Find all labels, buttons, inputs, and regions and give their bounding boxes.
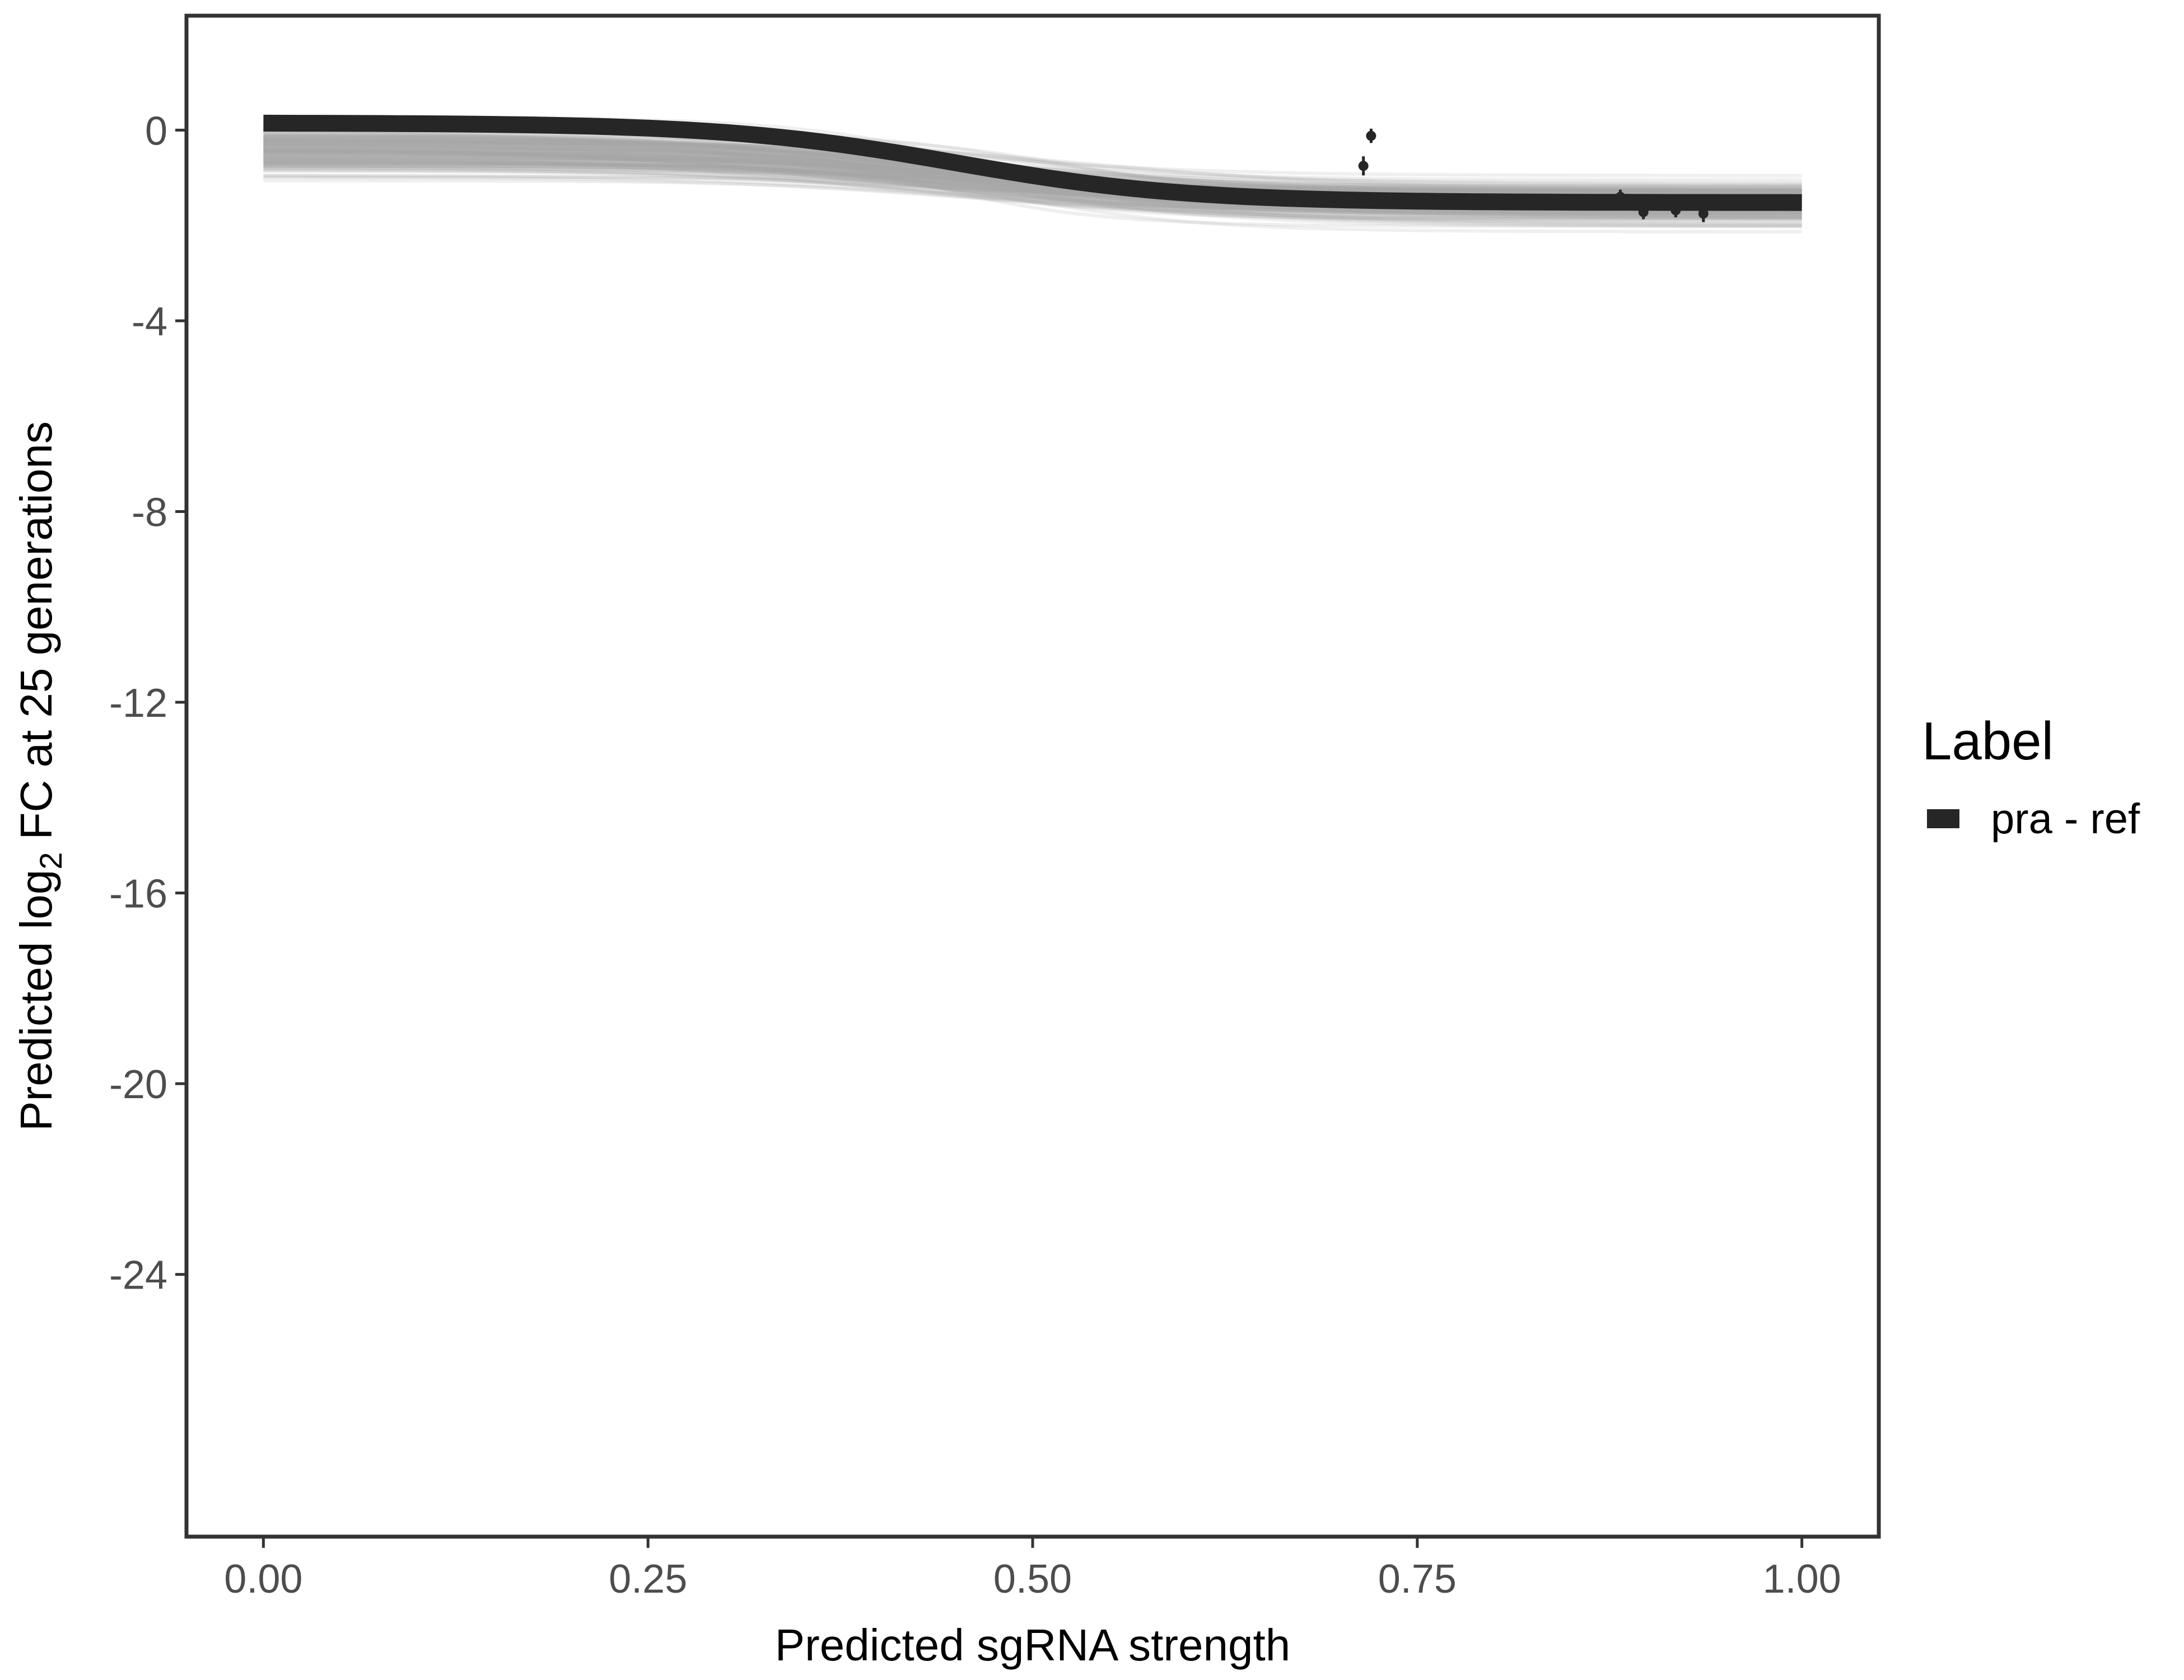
legend-title: Label <box>1922 711 2054 771</box>
posterior-draw-line <box>263 150 1802 219</box>
series-layer <box>263 114 1802 211</box>
data-point <box>1615 189 1626 204</box>
posterior-draw-line <box>263 169 1802 227</box>
x-tick-label: 0.00 <box>224 1557 302 1602</box>
posterior-draw-line <box>263 139 1802 184</box>
y-axis-title-subscript: 2 <box>33 852 68 870</box>
plot-border <box>184 13 1881 1539</box>
data-point <box>1638 205 1649 220</box>
posterior-draw-line <box>263 160 1802 216</box>
series-line-pra---ref <box>263 114 1802 211</box>
posterior-draw-line <box>263 158 1802 193</box>
posterior-draw-line <box>263 161 1802 221</box>
y-tick-label: -8 <box>132 490 167 535</box>
posterior-draw-line <box>263 161 1802 234</box>
posterior-draw-line <box>263 160 1802 216</box>
posterior-draw-line <box>263 160 1802 228</box>
posterior-draw-line <box>263 175 1802 219</box>
legend-key <box>1927 809 1959 828</box>
y-tick-label: -12 <box>109 681 167 726</box>
posterior-draw-line <box>263 160 1802 217</box>
posterior-draw-line <box>263 148 1802 218</box>
posterior-draw-line <box>263 143 1802 218</box>
posterior-draw-line <box>263 164 1802 213</box>
posterior-draw-line <box>263 153 1802 214</box>
data-point <box>1366 128 1376 143</box>
point-marker <box>1638 207 1649 217</box>
legend-label: pra - ref <box>1991 795 2140 843</box>
y-axis-title: Predicted log2 FC at 25 generations <box>11 421 68 1131</box>
point-marker <box>1366 130 1376 141</box>
posterior-draw-line <box>263 157 1802 222</box>
point-marker <box>1615 192 1626 202</box>
x-axis: 0.00 0.25 0.50 0.75 1.00 <box>224 1538 1841 1602</box>
plot-background <box>186 16 1879 1537</box>
posterior-draw-line <box>263 165 1802 215</box>
posterior-draw-line <box>263 157 1802 220</box>
posterior-draw-line <box>263 173 1802 217</box>
y-tick-label: 0 <box>145 109 167 153</box>
points-layer <box>1358 128 1709 222</box>
posterior-draw-line <box>263 144 1802 220</box>
posterior-draw-line <box>263 138 1802 178</box>
data-point <box>1670 203 1681 218</box>
x-axis-title: Predicted sgRNA strength <box>775 1620 1290 1670</box>
posterior-draw-line <box>263 140 1802 219</box>
x-tick-label: 0.75 <box>1378 1557 1457 1602</box>
posterior-draw-line <box>263 137 1802 216</box>
y-tick-label: -20 <box>109 1062 167 1107</box>
legend: Label pra - ref <box>1922 711 2140 843</box>
y-axis-title-prefix: Predicted log <box>11 870 61 1131</box>
posterior-draw-line <box>263 161 1802 215</box>
data-point <box>1358 156 1369 176</box>
x-tick-label: 0.50 <box>993 1557 1072 1602</box>
posterior-draw-line <box>263 164 1802 218</box>
y-tick-label: -4 <box>132 300 167 344</box>
posterior-draw-line <box>263 135 1802 221</box>
data-point <box>1698 205 1709 222</box>
posterior-draw-line <box>263 142 1802 216</box>
x-tick-label: 0.25 <box>609 1557 687 1602</box>
y-axis-title-suffix: FC at 25 generations <box>11 421 61 852</box>
point-marker <box>1358 161 1369 171</box>
posterior-draw-line <box>263 150 1802 214</box>
y-tick-label: -16 <box>109 872 167 917</box>
posterior-draw-line <box>263 134 1802 194</box>
posterior-draw-line <box>263 147 1802 226</box>
posterior-draw-line <box>263 149 1802 224</box>
posterior-draw-line <box>263 135 1802 192</box>
point-marker <box>1670 205 1681 216</box>
posterior-draw-line <box>263 128 1802 225</box>
x-tick-label: 1.00 <box>1763 1557 1841 1602</box>
y-axis: 0 -4 -8 -12 -16 -20 -24 <box>109 109 185 1298</box>
posterior-draw-line <box>263 147 1802 217</box>
point-marker <box>1698 208 1709 219</box>
posterior-draw-line <box>263 130 1802 220</box>
y-tick-label: -24 <box>109 1253 167 1298</box>
